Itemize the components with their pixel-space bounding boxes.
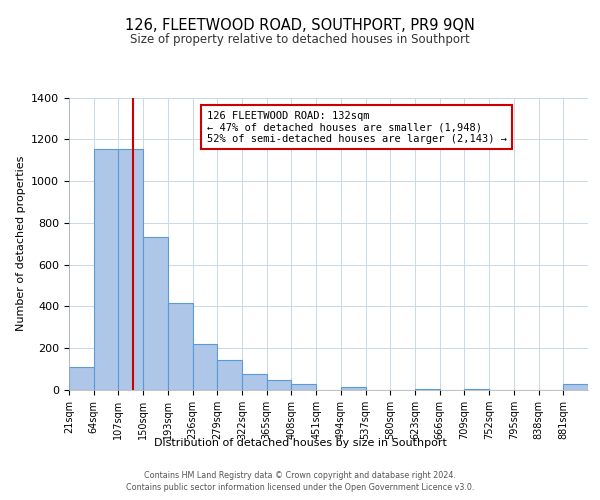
Text: Size of property relative to detached houses in Southport: Size of property relative to detached ho… <box>130 32 470 46</box>
Bar <box>168 304 193 390</box>
Text: Contains public sector information licensed under the Open Government Licence v3: Contains public sector information licen… <box>126 483 474 492</box>
Bar <box>563 384 588 390</box>
Y-axis label: Number of detached properties: Number of detached properties <box>16 156 26 332</box>
Bar <box>94 148 118 390</box>
Bar <box>118 148 143 390</box>
Bar <box>242 374 267 390</box>
Bar <box>267 380 292 390</box>
Bar <box>143 238 168 390</box>
Text: 126, FLEETWOOD ROAD, SOUTHPORT, PR9 9QN: 126, FLEETWOOD ROAD, SOUTHPORT, PR9 9QN <box>125 18 475 32</box>
Bar <box>341 387 365 390</box>
Bar <box>415 389 440 390</box>
Bar <box>464 389 489 390</box>
Bar <box>217 360 242 390</box>
Bar <box>69 367 94 390</box>
Text: Distribution of detached houses by size in Southport: Distribution of detached houses by size … <box>154 438 446 448</box>
Bar <box>193 344 217 390</box>
Bar <box>292 384 316 390</box>
Text: 126 FLEETWOOD ROAD: 132sqm
← 47% of detached houses are smaller (1,948)
52% of s: 126 FLEETWOOD ROAD: 132sqm ← 47% of deta… <box>206 110 506 144</box>
Text: Contains HM Land Registry data © Crown copyright and database right 2024.: Contains HM Land Registry data © Crown c… <box>144 472 456 480</box>
